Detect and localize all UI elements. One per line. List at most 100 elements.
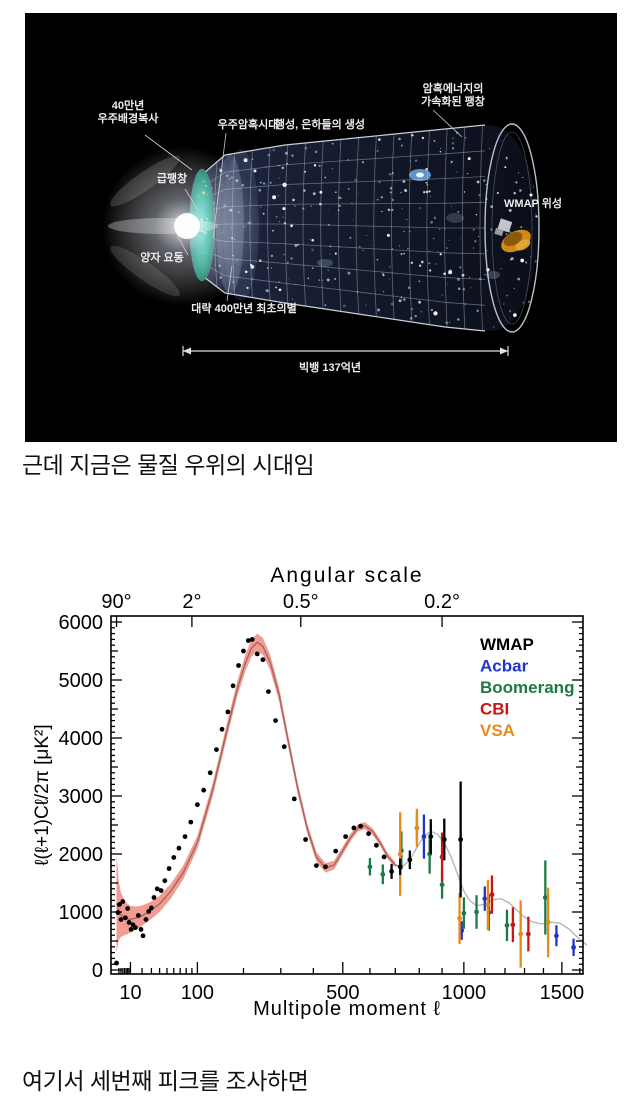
data-point <box>407 857 413 863</box>
data-point <box>260 657 266 663</box>
data-point <box>219 726 225 732</box>
data-point <box>482 896 488 902</box>
data-point <box>323 864 328 870</box>
data-point <box>281 744 287 750</box>
legend-item-acbar: Acbar <box>480 657 529 676</box>
data-point <box>122 915 128 921</box>
data-point <box>351 825 357 831</box>
y-axis-title: ℓ(ℓ+1)Cℓ/2π [μK²] <box>32 724 53 865</box>
diagram-label-darkages: 우주암흑시대 <box>218 117 279 131</box>
data-point <box>273 718 278 723</box>
diagram-label-cmb400k: 40만년 <box>112 98 144 112</box>
data-point <box>225 709 231 715</box>
bigbang-span-arrow <box>182 346 509 356</box>
data-point <box>128 927 134 932</box>
series-vsa <box>397 808 551 968</box>
data-point <box>125 906 131 911</box>
data-point <box>439 882 445 888</box>
diagram-label-formation: 행성, 은하들의 생성 <box>275 117 365 131</box>
data-point <box>117 902 122 907</box>
data-point <box>554 933 559 939</box>
data-point <box>120 899 126 904</box>
y-tick-label: 2000 <box>59 844 104 866</box>
data-point <box>182 834 188 839</box>
data-point <box>474 909 479 915</box>
chart-title: Angular scale <box>270 564 423 587</box>
data-point <box>249 637 255 642</box>
angular-tick-label: 0.5° <box>283 591 319 613</box>
data-point <box>194 802 200 808</box>
data-point <box>162 878 168 884</box>
universe-timeline-image: 40만년 우주배경복사 우주암흑시대 행성, 은하들의 생성 암흑에너지의 가속화된 팽창… <box>25 13 617 442</box>
data-point <box>140 933 146 939</box>
data-point <box>266 689 271 694</box>
data-point <box>485 902 491 908</box>
y-tick-label: 5000 <box>59 670 104 692</box>
x-tick-label: 10 <box>119 982 141 1004</box>
caption-matter-era: 근데 지금은 물질 우위의 시대임 <box>22 452 315 478</box>
data-point <box>489 892 495 897</box>
data-point <box>135 913 141 918</box>
data-point <box>458 837 464 842</box>
data-point <box>457 915 462 921</box>
data-point <box>421 834 427 839</box>
axis-ticks <box>111 616 583 974</box>
x-tick-label: 100 <box>181 982 214 1004</box>
diagram-label-darkenergy: 가속화된 팽창 <box>421 94 485 108</box>
data-point <box>314 863 319 868</box>
diagram-label-inflation: 급팽창 <box>157 171 187 185</box>
y-tick-label: 3000 <box>59 786 104 808</box>
data-point <box>291 796 297 802</box>
data-point <box>366 831 372 837</box>
diagram-label-darkenergy: 암흑에너지의 <box>423 81 484 95</box>
x-axis-title: Multipole moment ℓ <box>253 998 441 1020</box>
wmap-satellite <box>494 218 531 253</box>
data-point <box>428 834 434 839</box>
data-point <box>241 648 246 654</box>
data-point <box>358 823 364 829</box>
data-point <box>518 931 524 937</box>
data-point <box>236 663 241 668</box>
y-tick-label: 0 <box>92 960 103 982</box>
data-point <box>176 845 182 851</box>
data-point <box>126 920 132 925</box>
data-point <box>138 927 144 932</box>
data-point <box>397 864 403 870</box>
data-point <box>380 871 386 877</box>
cmb-chart-svg: 0 1000 2000 3000 4000 5000 6000 10 100 500 1000 150… <box>32 564 588 1020</box>
diagram-label-wmapsat: WMAP 위성 <box>504 196 562 210</box>
data-point <box>333 848 339 854</box>
data-point <box>367 864 373 870</box>
cmb-power-spectrum-chart: 0 1000 2000 3000 4000 5000 6000 10 100 500 1000 150… <box>0 552 640 1027</box>
data-point <box>397 851 403 857</box>
data-point <box>542 895 548 900</box>
data-point <box>545 920 551 925</box>
starfield <box>209 131 538 329</box>
data-point <box>504 922 510 928</box>
data-point <box>389 869 394 874</box>
y-tick-label: 4000 <box>59 728 104 750</box>
data-point <box>571 944 576 950</box>
caption-third-peak: 여기서 세번째 피크를 조사하면 <box>22 1068 309 1094</box>
x-tick-label: 1000 <box>442 982 487 1004</box>
data-point <box>158 888 164 893</box>
data-point <box>254 651 260 657</box>
angular-tick-label: 2° <box>182 591 201 613</box>
data-point <box>201 787 207 793</box>
model-curve-low-l <box>115 641 403 921</box>
diagram-label-firststars: 대략 400만년 최초의별 <box>191 301 296 315</box>
cosmic-variance-band <box>116 633 396 953</box>
axis-labels: 0 1000 2000 3000 4000 5000 6000 10 100 500 1000 150… <box>59 591 585 1004</box>
data-point <box>171 855 177 860</box>
data-point <box>146 909 152 914</box>
data-point <box>374 842 379 848</box>
data-point <box>441 837 447 842</box>
diagram-label-bigbang: 빅뱅 137억년 <box>299 360 361 374</box>
data-point <box>525 931 531 937</box>
data-point <box>114 960 119 966</box>
data-point <box>188 819 194 825</box>
x-tick-label: 500 <box>326 982 359 1004</box>
data-point <box>214 747 219 752</box>
